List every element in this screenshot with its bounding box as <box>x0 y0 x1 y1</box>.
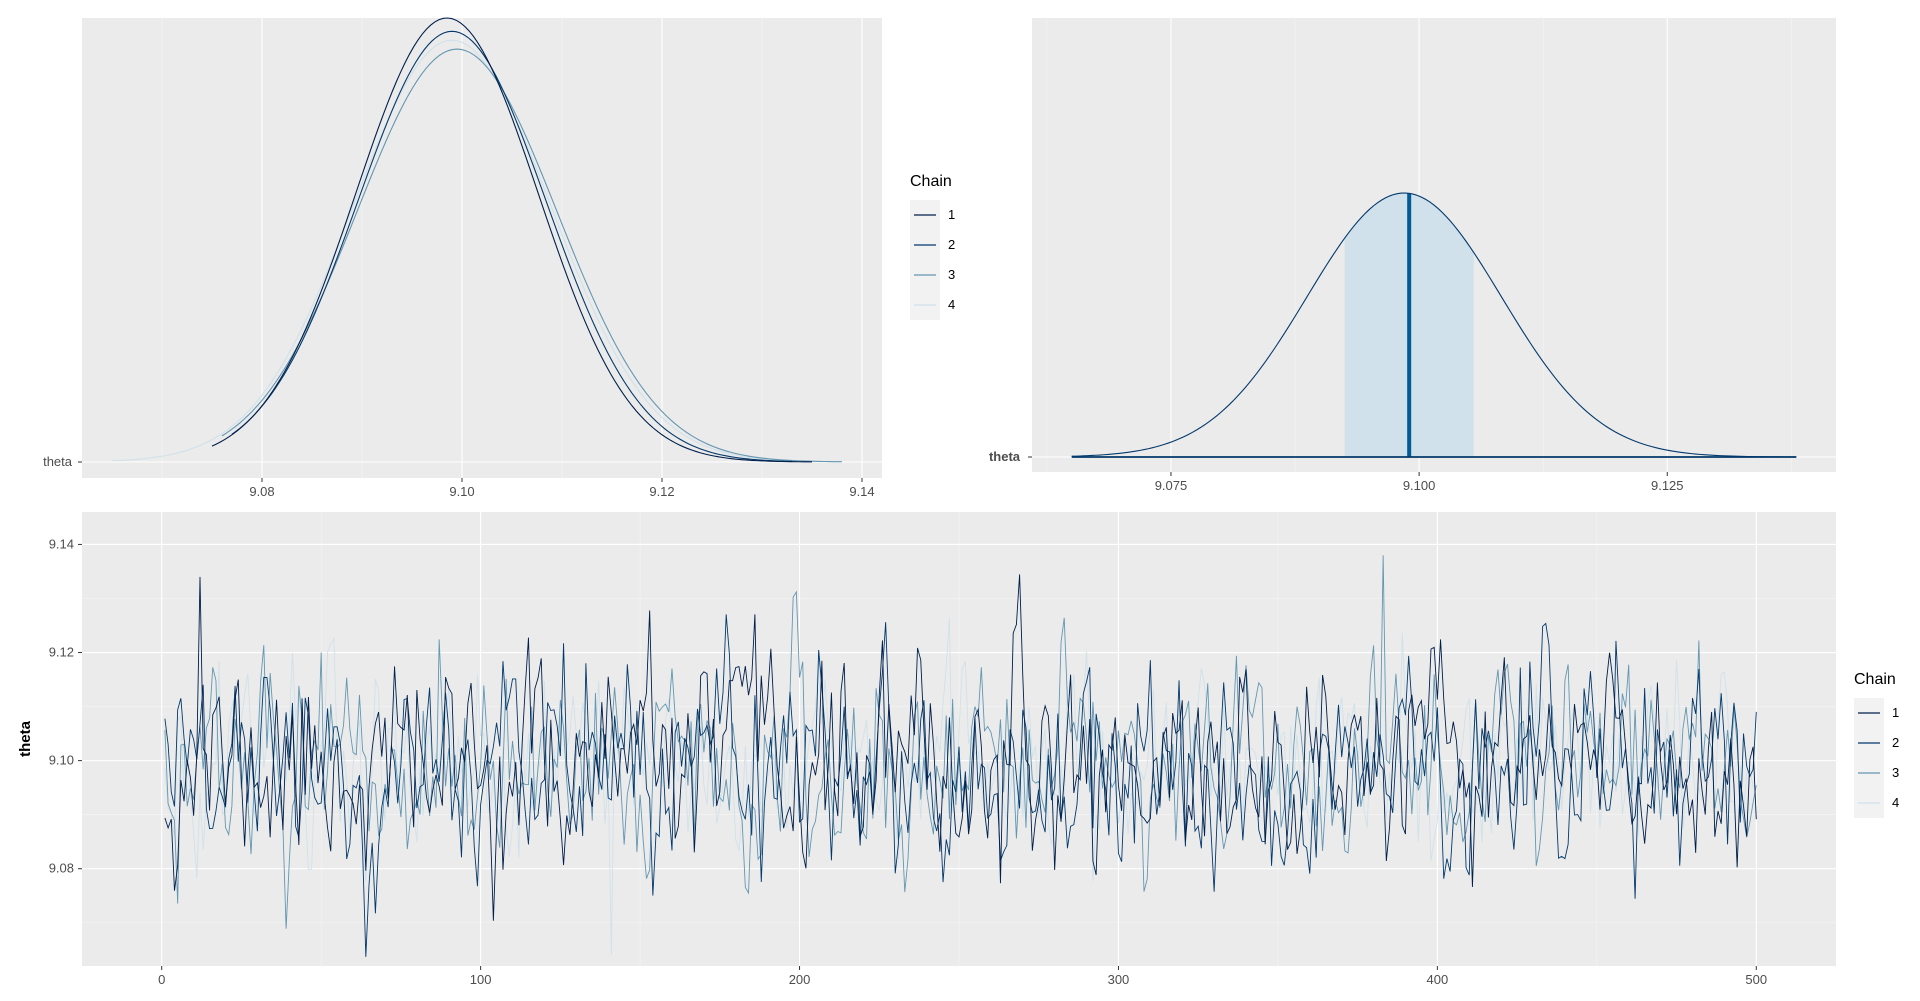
trace-y-tick-label: 9.08 <box>49 861 74 876</box>
density-legend-label-chain-1: 1 <box>948 207 955 222</box>
density-line-chain-4 <box>111 39 793 462</box>
trace-x-tick-label: 100 <box>470 972 492 987</box>
density-x-tick-label: 9.14 <box>849 484 874 499</box>
trace-x-tick-label: 400 <box>1427 972 1449 987</box>
area-x-tick-label: 9.100 <box>1403 478 1436 493</box>
density-y-tick-label: theta <box>43 454 73 469</box>
density-line-chain-2 <box>231 30 793 462</box>
density-x-tick-label: 9.08 <box>249 484 274 499</box>
trace-x-tick-label: 0 <box>158 972 165 987</box>
trace-y-tick-label: 9.10 <box>49 753 74 768</box>
trace-legend-label-chain-2: 2 <box>1892 735 1899 750</box>
trace-x-tick-label: 200 <box>789 972 811 987</box>
trace-line-chain-1 <box>164 574 1757 921</box>
trace-y-tick-label: 9.12 <box>49 645 74 660</box>
trace-y-tick-label: 9.14 <box>49 536 74 551</box>
trace-y-axis-title: theta <box>17 720 34 756</box>
density-x-tick-label: 9.10 <box>449 484 474 499</box>
trace-legend-label-chain-1: 1 <box>1892 705 1899 720</box>
density-legend-title: Chain <box>910 173 952 190</box>
area-x-tick-label: 9.075 <box>1155 478 1188 493</box>
density-overlay-chart: theta 9.08 9.10 9.12 9.14 Chain 1 2 3 4 <box>43 17 955 499</box>
trace-x-tick-label: 500 <box>1745 972 1767 987</box>
area-density-outline <box>1071 192 1797 458</box>
density-legend-label-chain-3: 3 <box>948 267 955 282</box>
density-legend: Chain 1 2 3 4 <box>910 173 955 320</box>
density-line-chain-1 <box>211 17 813 463</box>
density-x-tick-label: 9.12 <box>649 484 674 499</box>
trace-line-chain-4 <box>164 618 1757 956</box>
trace-legend-label-chain-4: 4 <box>1892 795 1899 810</box>
area-x-tick-label: 9.125 <box>1651 478 1684 493</box>
density-legend-label-chain-4: 4 <box>948 297 955 312</box>
posterior-area-chart: theta 9.075 9.100 9.125 <box>989 18 1836 493</box>
trace-x-tick-label: 300 <box>1108 972 1130 987</box>
trace-legend-label-chain-3: 3 <box>1892 765 1899 780</box>
density-panel-background <box>82 18 882 478</box>
density-legend-label-chain-2: 2 <box>948 237 955 252</box>
trace-legend-title: Chain <box>1854 671 1896 688</box>
trace-legend: Chain 1 2 3 4 <box>1854 671 1899 818</box>
trace-chart: 9.08 9.10 9.12 9.14 theta 0 100 200 300 400 500 Cha… <box>17 512 1899 987</box>
area-y-tick-label: theta <box>989 449 1021 464</box>
trace-line-chain-2 <box>164 614 1757 957</box>
